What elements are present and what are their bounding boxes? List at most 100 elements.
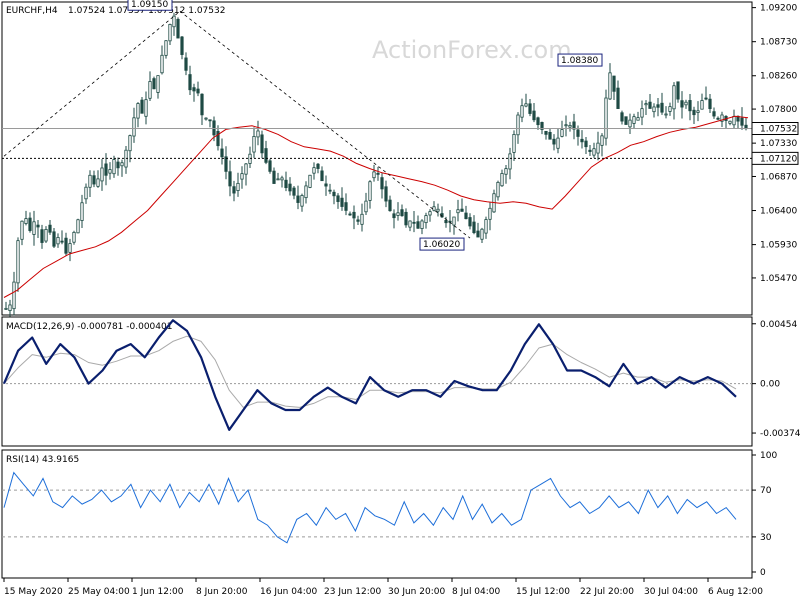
candle-body (136, 103, 140, 119)
trend-line-up (3, 10, 181, 157)
candle-body (292, 187, 296, 196)
candle-body (436, 208, 440, 212)
rsi-tick-label: 30 (760, 533, 772, 543)
candle-body (284, 179, 288, 189)
candle-body (452, 216, 456, 226)
candle-body (256, 130, 260, 138)
candle-body (312, 167, 316, 174)
candle-body (404, 211, 408, 226)
candle-body (96, 178, 100, 187)
candle-body (184, 57, 188, 71)
pivot-annotation-box (127, 0, 173, 11)
candle-body (368, 181, 372, 201)
candle-body (712, 111, 716, 117)
candle-body (92, 175, 96, 185)
candle-body (376, 172, 380, 175)
candle-body (244, 163, 248, 175)
candle-body (428, 211, 432, 216)
candle-body (396, 212, 400, 216)
date-tick-label: 8 Jul 04:00 (452, 587, 501, 597)
candle-body (264, 148, 268, 163)
candle-body (132, 117, 136, 137)
candle-body (168, 24, 172, 42)
candle-body (480, 228, 484, 240)
date-tick-label: 6 Aug 12:00 (708, 587, 763, 597)
candle-body (156, 75, 160, 93)
y-tick-label: 1.07330 (760, 139, 797, 149)
candle-body (616, 87, 620, 109)
macd-line (2, 319, 737, 431)
macd-series (2, 319, 752, 431)
candle-body (660, 102, 664, 113)
candle-body (552, 138, 556, 145)
candle-body (56, 237, 60, 245)
date-tick-label: 23 Jun 12:00 (324, 587, 381, 597)
candle-body (64, 237, 68, 254)
candle-body (108, 169, 112, 174)
candle-body (432, 206, 436, 211)
candle-body (340, 197, 344, 207)
rsi-series (2, 471, 752, 544)
candle-body (652, 106, 656, 113)
candle-body (104, 163, 108, 176)
y-tick-label: 1.05930 (760, 241, 797, 251)
candle-body (276, 178, 280, 181)
candle-body (352, 211, 356, 219)
candle-body (356, 219, 360, 222)
candle-body (460, 208, 464, 212)
candle-body (416, 221, 420, 229)
candle-body (316, 163, 320, 169)
candle-body (648, 101, 652, 109)
candle-body (188, 74, 192, 91)
candle-body (516, 114, 520, 136)
rsi-panel-frame (1, 449, 753, 579)
candle-body (484, 219, 488, 234)
candle-body (348, 213, 352, 216)
candle-body (144, 99, 148, 117)
candle-body (24, 218, 28, 224)
candle-body (76, 219, 80, 234)
candle-body (488, 207, 492, 220)
candle-body (388, 199, 392, 212)
candle-body (544, 130, 548, 135)
candle-body (524, 103, 528, 107)
candle-body (220, 148, 224, 158)
candle-body (324, 183, 328, 187)
candle-body (640, 108, 644, 118)
candle-body (624, 116, 628, 125)
candle-body (560, 129, 564, 137)
candle-body (688, 100, 692, 112)
ohlc-values: 1.07524 1.07557 1.07512 1.07532 (68, 6, 225, 16)
candle-body (672, 85, 676, 110)
candle-body (740, 117, 744, 126)
candle-body (16, 240, 20, 284)
candle-body (308, 174, 312, 188)
macd-tick-label: -0.003745 (760, 429, 800, 439)
candle-body (512, 134, 516, 153)
candle-body (568, 125, 572, 128)
support-tag (751, 151, 799, 165)
candle-body (596, 142, 600, 154)
candle-body (88, 174, 92, 188)
candle-body (540, 121, 544, 130)
candle-body (160, 54, 164, 74)
rsi-title: RSI(14) 43.9165 (6, 455, 79, 465)
candle-body (444, 220, 448, 224)
pivot-annotation-label: 1.09150 (131, 0, 168, 10)
candle-body (696, 110, 700, 113)
candle-body (704, 97, 708, 100)
candle-body (196, 88, 200, 94)
candle-body (564, 124, 568, 127)
candle-body (152, 78, 156, 90)
candle-body (164, 40, 168, 56)
candle-body (112, 159, 116, 175)
candle-body (120, 162, 124, 167)
candle-body (116, 161, 120, 169)
candle-body (496, 181, 500, 198)
y-tick-label: 1.08730 (760, 38, 797, 48)
date-tick-label: 30 Jun 20:00 (388, 587, 445, 597)
candle-body (288, 183, 292, 192)
candle-body (60, 240, 64, 243)
candle-body (628, 119, 632, 128)
candle-body (700, 100, 704, 110)
